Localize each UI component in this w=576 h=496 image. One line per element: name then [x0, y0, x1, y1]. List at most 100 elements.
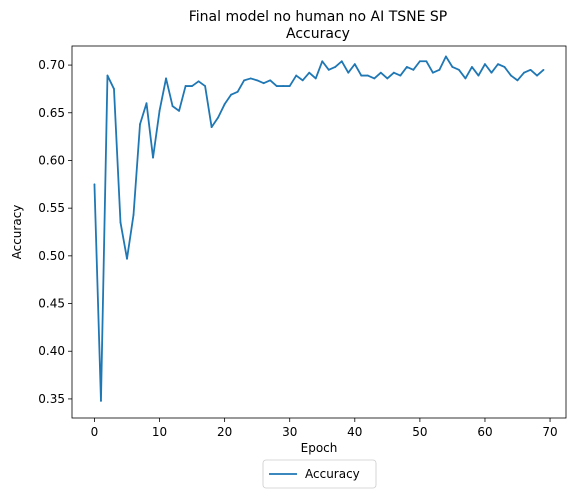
- y-tick-label: 0.50: [38, 249, 65, 263]
- data-point: [256, 79, 259, 82]
- x-tick-label: 30: [282, 425, 297, 439]
- x-tick-label: 40: [347, 425, 362, 439]
- data-point: [477, 74, 480, 77]
- data-point: [445, 55, 447, 58]
- y-axis: 0.35 0.40 0.45 0.50 0.55 0.60 0.65 0.70: [38, 58, 72, 406]
- x-tick-label: 20: [217, 425, 232, 439]
- data-point: [484, 63, 486, 66]
- data-point: [431, 71, 434, 74]
- data-point: [126, 257, 128, 260]
- data-point: [191, 85, 193, 87]
- data-point: [471, 66, 473, 68]
- data-point: [152, 156, 154, 159]
- legend-label: Accuracy: [305, 467, 360, 481]
- data-point: [308, 71, 311, 74]
- data-point: [405, 66, 408, 68]
- series-line-accuracy: [93, 55, 545, 402]
- data-point: [366, 74, 369, 77]
- data-point: [275, 85, 278, 87]
- data-point: [373, 77, 376, 80]
- data-point: [425, 60, 428, 63]
- data-point: [158, 109, 161, 112]
- data-point: [314, 77, 317, 80]
- data-point: [497, 63, 499, 66]
- data-point: [503, 66, 506, 68]
- data-point: [353, 63, 356, 66]
- plot-frame: [71, 45, 567, 419]
- data-point: [171, 105, 174, 107]
- y-tick-label: 0.55: [38, 201, 65, 215]
- data-point: [93, 183, 96, 186]
- data-point: [392, 71, 395, 74]
- y-tick-label: 0.40: [38, 344, 65, 358]
- data-point: [243, 79, 246, 82]
- data-point: [386, 77, 389, 80]
- legend: Accuracy: [262, 459, 377, 489]
- data-point: [418, 60, 421, 63]
- chart-subtitle: Accuracy: [286, 26, 350, 42]
- x-axis: 0 10 20 30 40 50 60 70: [91, 418, 558, 439]
- x-tick-label: 70: [542, 425, 557, 439]
- data-point: [139, 123, 141, 126]
- chart-title: Final model no human no AI TSNE SP: [189, 9, 448, 25]
- data-point: [165, 77, 167, 80]
- data-point: [113, 88, 115, 90]
- data-point: [451, 66, 454, 68]
- data-point: [295, 74, 298, 77]
- data-point: [412, 68, 415, 71]
- data-point: [178, 109, 180, 112]
- data-point: [301, 79, 304, 82]
- x-tick-label: 60: [477, 425, 492, 439]
- data-point: [106, 74, 109, 77]
- data-point: [249, 77, 252, 80]
- data-point: [523, 71, 525, 74]
- data-point: [347, 71, 350, 74]
- y-tick-label: 0.60: [38, 153, 65, 167]
- x-tick-label: 10: [152, 425, 167, 439]
- data-point: [100, 399, 102, 402]
- data-point: [340, 60, 343, 63]
- x-tick-label: 0: [91, 425, 99, 439]
- data-point: [282, 85, 285, 87]
- data-point: [438, 68, 441, 71]
- data-point: [230, 93, 233, 96]
- data-point: [288, 85, 291, 87]
- data-point: [217, 116, 220, 119]
- legend-box: [262, 459, 377, 489]
- data-point: [458, 68, 460, 71]
- y-tick-label: 0.65: [38, 106, 65, 120]
- data-point: [210, 126, 213, 128]
- data-point: [542, 68, 545, 71]
- x-tick-label: 50: [412, 425, 427, 439]
- data-point: [516, 79, 519, 82]
- data-point: [197, 80, 200, 83]
- data-point: [204, 85, 207, 87]
- data-point: [399, 74, 402, 77]
- data-point: [262, 82, 265, 85]
- data-point: [269, 79, 272, 82]
- data-point: [379, 71, 382, 74]
- data-point: [119, 221, 122, 224]
- data-point: [184, 85, 187, 87]
- x-axis-label: Epoch: [301, 441, 338, 455]
- data-point: [321, 60, 324, 63]
- data-point: [132, 213, 135, 216]
- data-point: [223, 103, 226, 106]
- data-point: [334, 66, 337, 68]
- data-point: [236, 90, 239, 93]
- data-point: [510, 74, 512, 77]
- y-axis-label: Accuracy: [10, 205, 24, 260]
- plot-area: [72, 46, 566, 418]
- data-point: [464, 77, 467, 80]
- y-tick-label: 0.45: [38, 297, 65, 311]
- data-layer: [93, 55, 545, 402]
- data-point: [536, 74, 538, 77]
- y-tick-label: 0.70: [38, 58, 65, 72]
- data-point: [490, 71, 493, 74]
- data-point: [529, 68, 532, 71]
- y-tick-label: 0.35: [38, 392, 65, 406]
- data-point: [327, 68, 330, 71]
- data-point: [145, 102, 148, 105]
- data-point: [360, 74, 363, 77]
